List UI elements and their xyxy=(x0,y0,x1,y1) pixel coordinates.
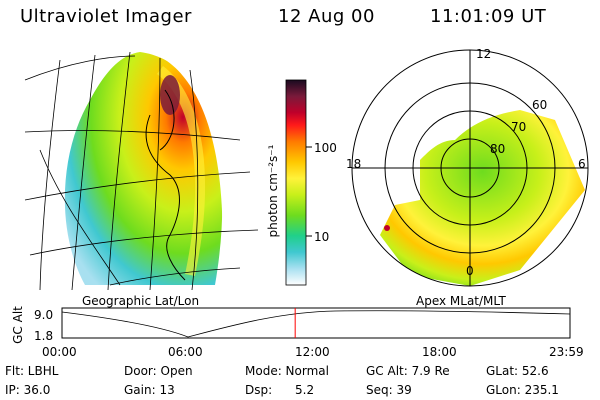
geographic-panel-label: Geographic Lat/Lon xyxy=(82,294,200,308)
status-filter: Flt: LBHL xyxy=(5,364,59,378)
colorbar-tick-100: 100 xyxy=(314,141,337,155)
mlt-label-0: 0 xyxy=(466,264,474,278)
time-label: 11:01:09 UT xyxy=(430,6,547,27)
orbit-altitude-curve xyxy=(61,310,571,338)
status-gc-alt: GC Alt: 7.9 Re xyxy=(366,364,450,378)
polar-image xyxy=(380,110,585,286)
timeline-xtick-1: 06:00 xyxy=(168,345,203,359)
geo-grid-lines xyxy=(24,51,259,291)
status-glat: GLat: 52.6 xyxy=(486,364,549,378)
mlt-label-12: 12 xyxy=(476,47,492,61)
timeline-frame xyxy=(61,307,571,339)
mlat-label-60: 60 xyxy=(532,98,548,112)
timeline-ytick-low: 1.8 xyxy=(34,329,54,343)
timeline-xtick-0: 00:00 xyxy=(42,345,77,359)
timeline-ytick-high: 9.0 xyxy=(34,308,54,322)
status-gain: Gain: 13 xyxy=(124,383,175,397)
colorbar-gradient xyxy=(285,79,307,286)
mlt-label-6: 6 xyxy=(578,157,586,171)
status-door: Door: Open xyxy=(124,364,193,378)
status-dsp: Dsp: 5.2 xyxy=(245,383,315,397)
aurora-oval-image xyxy=(64,52,223,285)
polar-panel-label: Apex MLat/MLT xyxy=(416,294,506,308)
date-label: 12 Aug 00 xyxy=(278,6,375,27)
status-ip: IP: 36.0 xyxy=(5,383,51,397)
timeline-xtick-3: 18:00 xyxy=(422,345,457,359)
mlt-label-18: 18 xyxy=(346,157,362,171)
timeline-xtick-4: 23:59 xyxy=(549,345,584,359)
mlat-label-80: 80 xyxy=(490,142,506,156)
colorbar-tick-10: 10 xyxy=(314,230,330,244)
app-title: Ultraviolet Imager xyxy=(20,6,192,27)
mlat-label-70: 70 xyxy=(511,120,527,134)
status-glon: GLon: 235.1 xyxy=(486,383,559,397)
status-seq: Seq: 39 xyxy=(366,383,412,397)
timeline-xtick-2: 12:00 xyxy=(295,345,330,359)
status-mode: Mode: Normal xyxy=(245,364,329,378)
